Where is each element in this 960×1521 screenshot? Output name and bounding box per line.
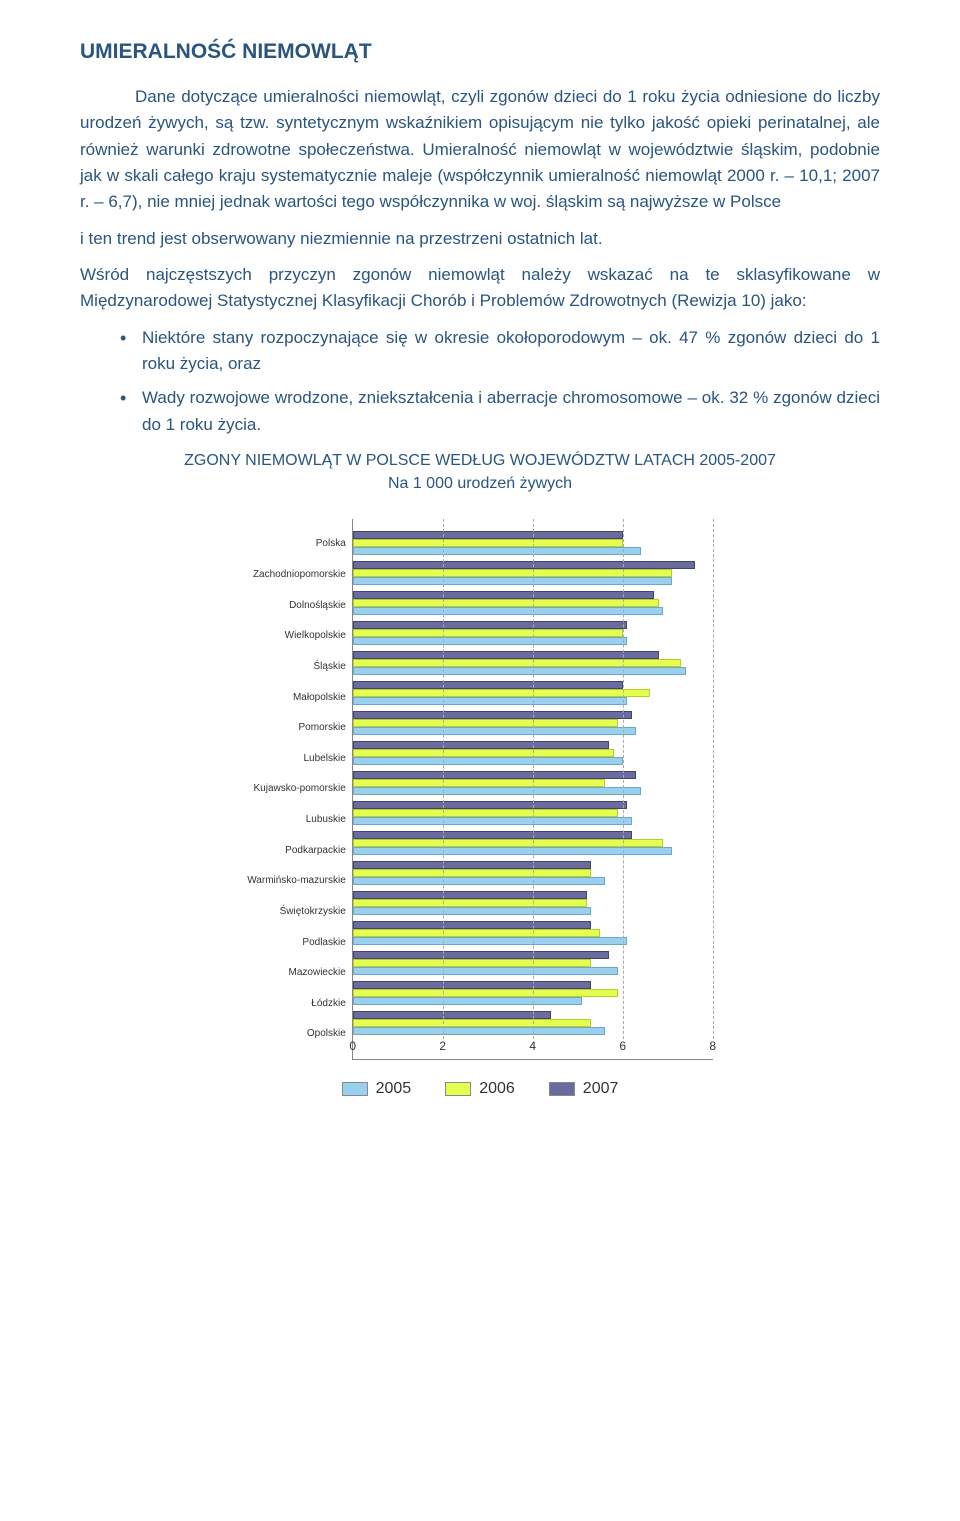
category-label: Zachodniopomorskie bbox=[247, 560, 346, 590]
body-paragraph-2: i ten trend jest obserwowany niezmiennie… bbox=[80, 226, 880, 252]
bar-2007 bbox=[353, 771, 637, 779]
bar-2006 bbox=[353, 689, 650, 697]
bar-2007 bbox=[353, 921, 592, 929]
bar-2005 bbox=[353, 607, 664, 615]
category-label: Mazowieckie bbox=[247, 958, 346, 988]
swatch-icon bbox=[445, 1082, 471, 1096]
page-title: UMIERALNOŚĆ NIEMOWLĄT bbox=[80, 40, 880, 64]
bar-2007 bbox=[353, 711, 632, 719]
bar-2006 bbox=[353, 869, 592, 877]
bar-2005 bbox=[353, 577, 673, 585]
legend-2005: 2005 bbox=[342, 1080, 412, 1098]
bar-2006 bbox=[353, 929, 601, 937]
bar-2006 bbox=[353, 959, 592, 967]
bar-2005 bbox=[353, 1027, 605, 1035]
bar-2006 bbox=[353, 749, 614, 757]
bar-2007 bbox=[353, 801, 628, 809]
legend-2007: 2007 bbox=[549, 1080, 619, 1098]
chart-container: PolskaZachodniopomorskieDolnośląskieWiel… bbox=[80, 519, 880, 1060]
bar-2007 bbox=[353, 831, 632, 839]
bar-2006 bbox=[353, 659, 682, 667]
x-tick: 6 bbox=[619, 1039, 626, 1053]
bar-2005 bbox=[353, 787, 641, 795]
bar-2007 bbox=[353, 531, 623, 539]
bar-2006 bbox=[353, 719, 619, 727]
category-label: Lubelskie bbox=[247, 743, 346, 773]
category-label: Lubuskie bbox=[247, 805, 346, 835]
bar-2005 bbox=[353, 937, 628, 945]
bar-2007 bbox=[353, 591, 655, 599]
body-paragraph-3: Wśród najczęstszych przyczyn zgonów niem… bbox=[80, 262, 880, 315]
category-label: Łódzkie bbox=[247, 988, 346, 1018]
bar-2006 bbox=[353, 779, 605, 787]
bar-2007 bbox=[353, 951, 610, 959]
chart-title: ZGONY NIEMOWLĄT W POLSCE WEDŁUG WOJEWÓDZ… bbox=[80, 450, 880, 495]
x-tick: 8 bbox=[709, 1039, 716, 1053]
bar-2005 bbox=[353, 997, 583, 1005]
category-label: Pomorskie bbox=[247, 713, 346, 743]
bar-2005 bbox=[353, 847, 673, 855]
bar-2006 bbox=[353, 809, 619, 817]
bar-2007 bbox=[353, 981, 592, 989]
bar-2006 bbox=[353, 839, 664, 847]
bar-2005 bbox=[353, 727, 637, 735]
category-label: Polska bbox=[247, 529, 346, 559]
legend-2006: 2006 bbox=[445, 1080, 515, 1098]
x-tick: 4 bbox=[529, 1039, 536, 1053]
category-label: Świętokrzyskie bbox=[247, 896, 346, 926]
bar-2006 bbox=[353, 899, 587, 907]
bar-2006 bbox=[353, 569, 673, 577]
bar-2007 bbox=[353, 561, 695, 569]
body-paragraph-1: Dane dotyczące umieralności niemowląt, c… bbox=[80, 84, 880, 216]
category-label: Kujawsko-pomorskie bbox=[247, 774, 346, 804]
bullet-item-1: Niektóre stany rozpoczynające się w okre… bbox=[120, 325, 880, 378]
bullet-item-2: Wady rozwojowe wrodzone, zniekształcenia… bbox=[120, 385, 880, 438]
bar-2006 bbox=[353, 599, 659, 607]
category-label: Wielkopolskie bbox=[247, 621, 346, 651]
bar-2005 bbox=[353, 757, 623, 765]
bar-2006 bbox=[353, 629, 623, 637]
bar-2006 bbox=[353, 539, 623, 547]
bar-2005 bbox=[353, 877, 605, 885]
category-label: Śląskie bbox=[247, 651, 346, 681]
x-tick: 2 bbox=[439, 1039, 446, 1053]
bar-2007 bbox=[353, 681, 623, 689]
bar-2005 bbox=[353, 697, 628, 705]
bar-2007 bbox=[353, 861, 592, 869]
bar-2007 bbox=[353, 891, 587, 899]
swatch-icon bbox=[342, 1082, 368, 1096]
x-tick: 0 bbox=[349, 1039, 356, 1053]
bar-2005 bbox=[353, 637, 628, 645]
bar-2005 bbox=[353, 667, 686, 675]
bar-2007 bbox=[353, 741, 610, 749]
bar-2007 bbox=[353, 1011, 551, 1019]
swatch-icon bbox=[549, 1082, 575, 1096]
bar-2007 bbox=[353, 651, 659, 659]
category-label: Dolnośląskie bbox=[247, 590, 346, 620]
bar-2007 bbox=[353, 621, 628, 629]
category-label: Podkarpackie bbox=[247, 835, 346, 865]
category-label: Warmińsko-mazurskie bbox=[247, 866, 346, 896]
chart-legend: 2005 2006 2007 bbox=[80, 1080, 880, 1098]
category-label: Małopolskie bbox=[247, 682, 346, 712]
bar-2005 bbox=[353, 967, 619, 975]
bar-2006 bbox=[353, 989, 619, 997]
category-label: Podlaskie bbox=[247, 927, 346, 957]
bar-2005 bbox=[353, 907, 592, 915]
bar-2005 bbox=[353, 817, 632, 825]
bar-2005 bbox=[353, 547, 641, 555]
bar-2006 bbox=[353, 1019, 592, 1027]
category-label: Opolskie bbox=[247, 1019, 346, 1049]
bullet-list: Niektóre stany rozpoczynające się w okre… bbox=[120, 325, 880, 438]
